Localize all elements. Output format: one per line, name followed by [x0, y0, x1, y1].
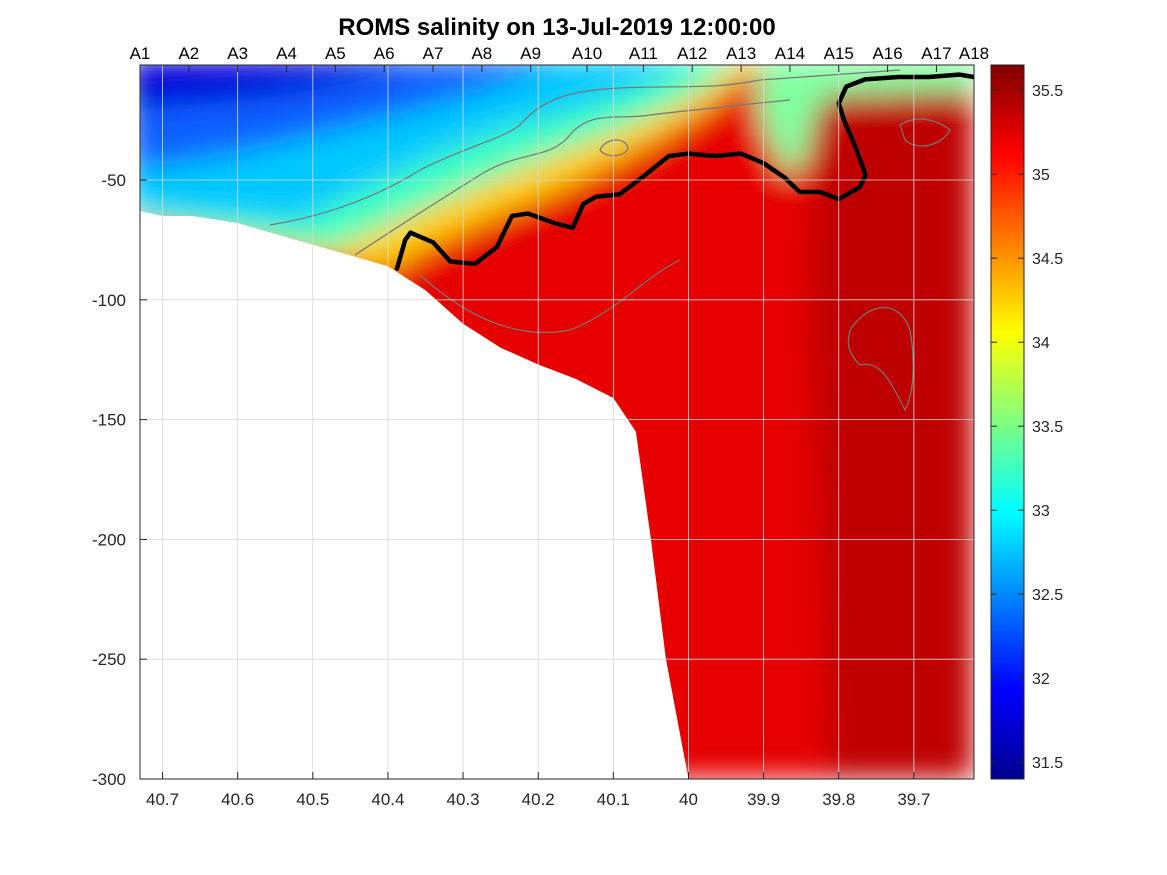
station-label-a1: A1	[130, 44, 151, 63]
salinity-field	[140, 65, 974, 779]
field-slope-core	[810, 65, 974, 779]
station-label-a6: A6	[374, 44, 395, 63]
contour-34	[354, 99, 791, 256]
x-tick-label: 40.3	[447, 790, 480, 809]
x-tick-label: 40.1	[597, 790, 630, 809]
station-label-a18: A18	[959, 44, 989, 63]
x-tick-label: 39.7	[897, 790, 930, 809]
colorbar-gradient	[990, 64, 1025, 780]
y-tick-label: -150	[92, 411, 126, 430]
plot-area: 40.7 40.6 40.5 40.4 40.3 40.2 40.1 40 39.9 39.8 39…	[92, 44, 989, 809]
station-label-a10: A10	[572, 44, 602, 63]
colorbar-tick-label: 35.5	[1032, 83, 1063, 100]
y-tick-label: -50	[101, 171, 126, 190]
y-tick-label: -250	[92, 650, 126, 669]
x-axis: 40.7 40.6 40.5 40.4 40.3 40.2 40.1 40 39.9 39.8 39…	[146, 772, 930, 809]
station-label-a11: A11	[629, 44, 658, 63]
colorbar-tick-label: 35	[1032, 167, 1050, 184]
colorbar: 31.5 32 32.5 33 33.5 34 34.5 35 35.5	[990, 64, 1063, 780]
station-label-a17: A17	[921, 44, 951, 63]
y-tick-label: -200	[92, 530, 126, 549]
x-tick-label: 40	[679, 790, 698, 809]
contour-35_5-slope	[847, 306, 914, 412]
contour-33-eddy	[599, 139, 629, 157]
station-label-a5: A5	[325, 44, 346, 63]
plot-frame	[139, 64, 975, 780]
colorbar-tick-label: 33.5	[1032, 419, 1063, 436]
station-label-a7: A7	[423, 44, 444, 63]
station-label-a8: A8	[471, 44, 492, 63]
station-label-a15: A15	[824, 44, 854, 63]
colorbar-tick-label: 33	[1032, 503, 1050, 520]
contour-35_5-surface	[899, 118, 951, 147]
colorbar-tick-label: 31.5	[1032, 755, 1063, 772]
station-label-a2: A2	[178, 44, 199, 63]
contour-33	[269, 69, 901, 226]
isohaline-35-contour	[394, 72, 974, 271]
colorbar-tick-label: 32.5	[1032, 587, 1063, 604]
colorbar-tick-label: 34	[1032, 335, 1050, 352]
station-label-a4: A4	[276, 44, 297, 63]
station-label-a12: A12	[677, 44, 707, 63]
station-labels: A1 A2 A3 A4 A5 A6 A7 A8 A9 A10 A11 A12 A13 A14 A15 A16 A…	[130, 44, 989, 72]
y-axis: -50 -100 -150 -200 -250 -300	[92, 171, 147, 789]
colorbar-ticks: 31.5 32 32.5 33 33.5 34 34.5 35 35.5	[991, 83, 1063, 772]
x-tick-label: 39.9	[747, 790, 780, 809]
y-tick-label: -100	[92, 291, 126, 310]
x-tick-label: 40.5	[296, 790, 329, 809]
field-surface-offshore	[757, 65, 974, 175]
colorbar-tick-label: 34.5	[1032, 251, 1063, 268]
station-label-a13: A13	[726, 44, 756, 63]
station-label-a16: A16	[872, 44, 902, 63]
chart-title: ROMS salinity on 13-Jul-2019 12:00:00	[338, 14, 776, 41]
x-tick-label: 39.8	[822, 790, 855, 809]
y-tick-label: -300	[92, 770, 126, 789]
x-tick-label: 40.6	[221, 790, 254, 809]
x-tick-label: 40.7	[146, 790, 179, 809]
station-label-a9: A9	[520, 44, 541, 63]
x-tick-label: 40.2	[522, 790, 555, 809]
colorbar-tick-label: 32	[1032, 671, 1050, 688]
field-deepblue	[140, 65, 410, 110]
x-tick-label: 40.4	[371, 790, 404, 809]
station-label-a3: A3	[227, 44, 248, 63]
bathymetry-mask	[140, 211, 689, 779]
station-label-a14: A14	[775, 44, 805, 63]
